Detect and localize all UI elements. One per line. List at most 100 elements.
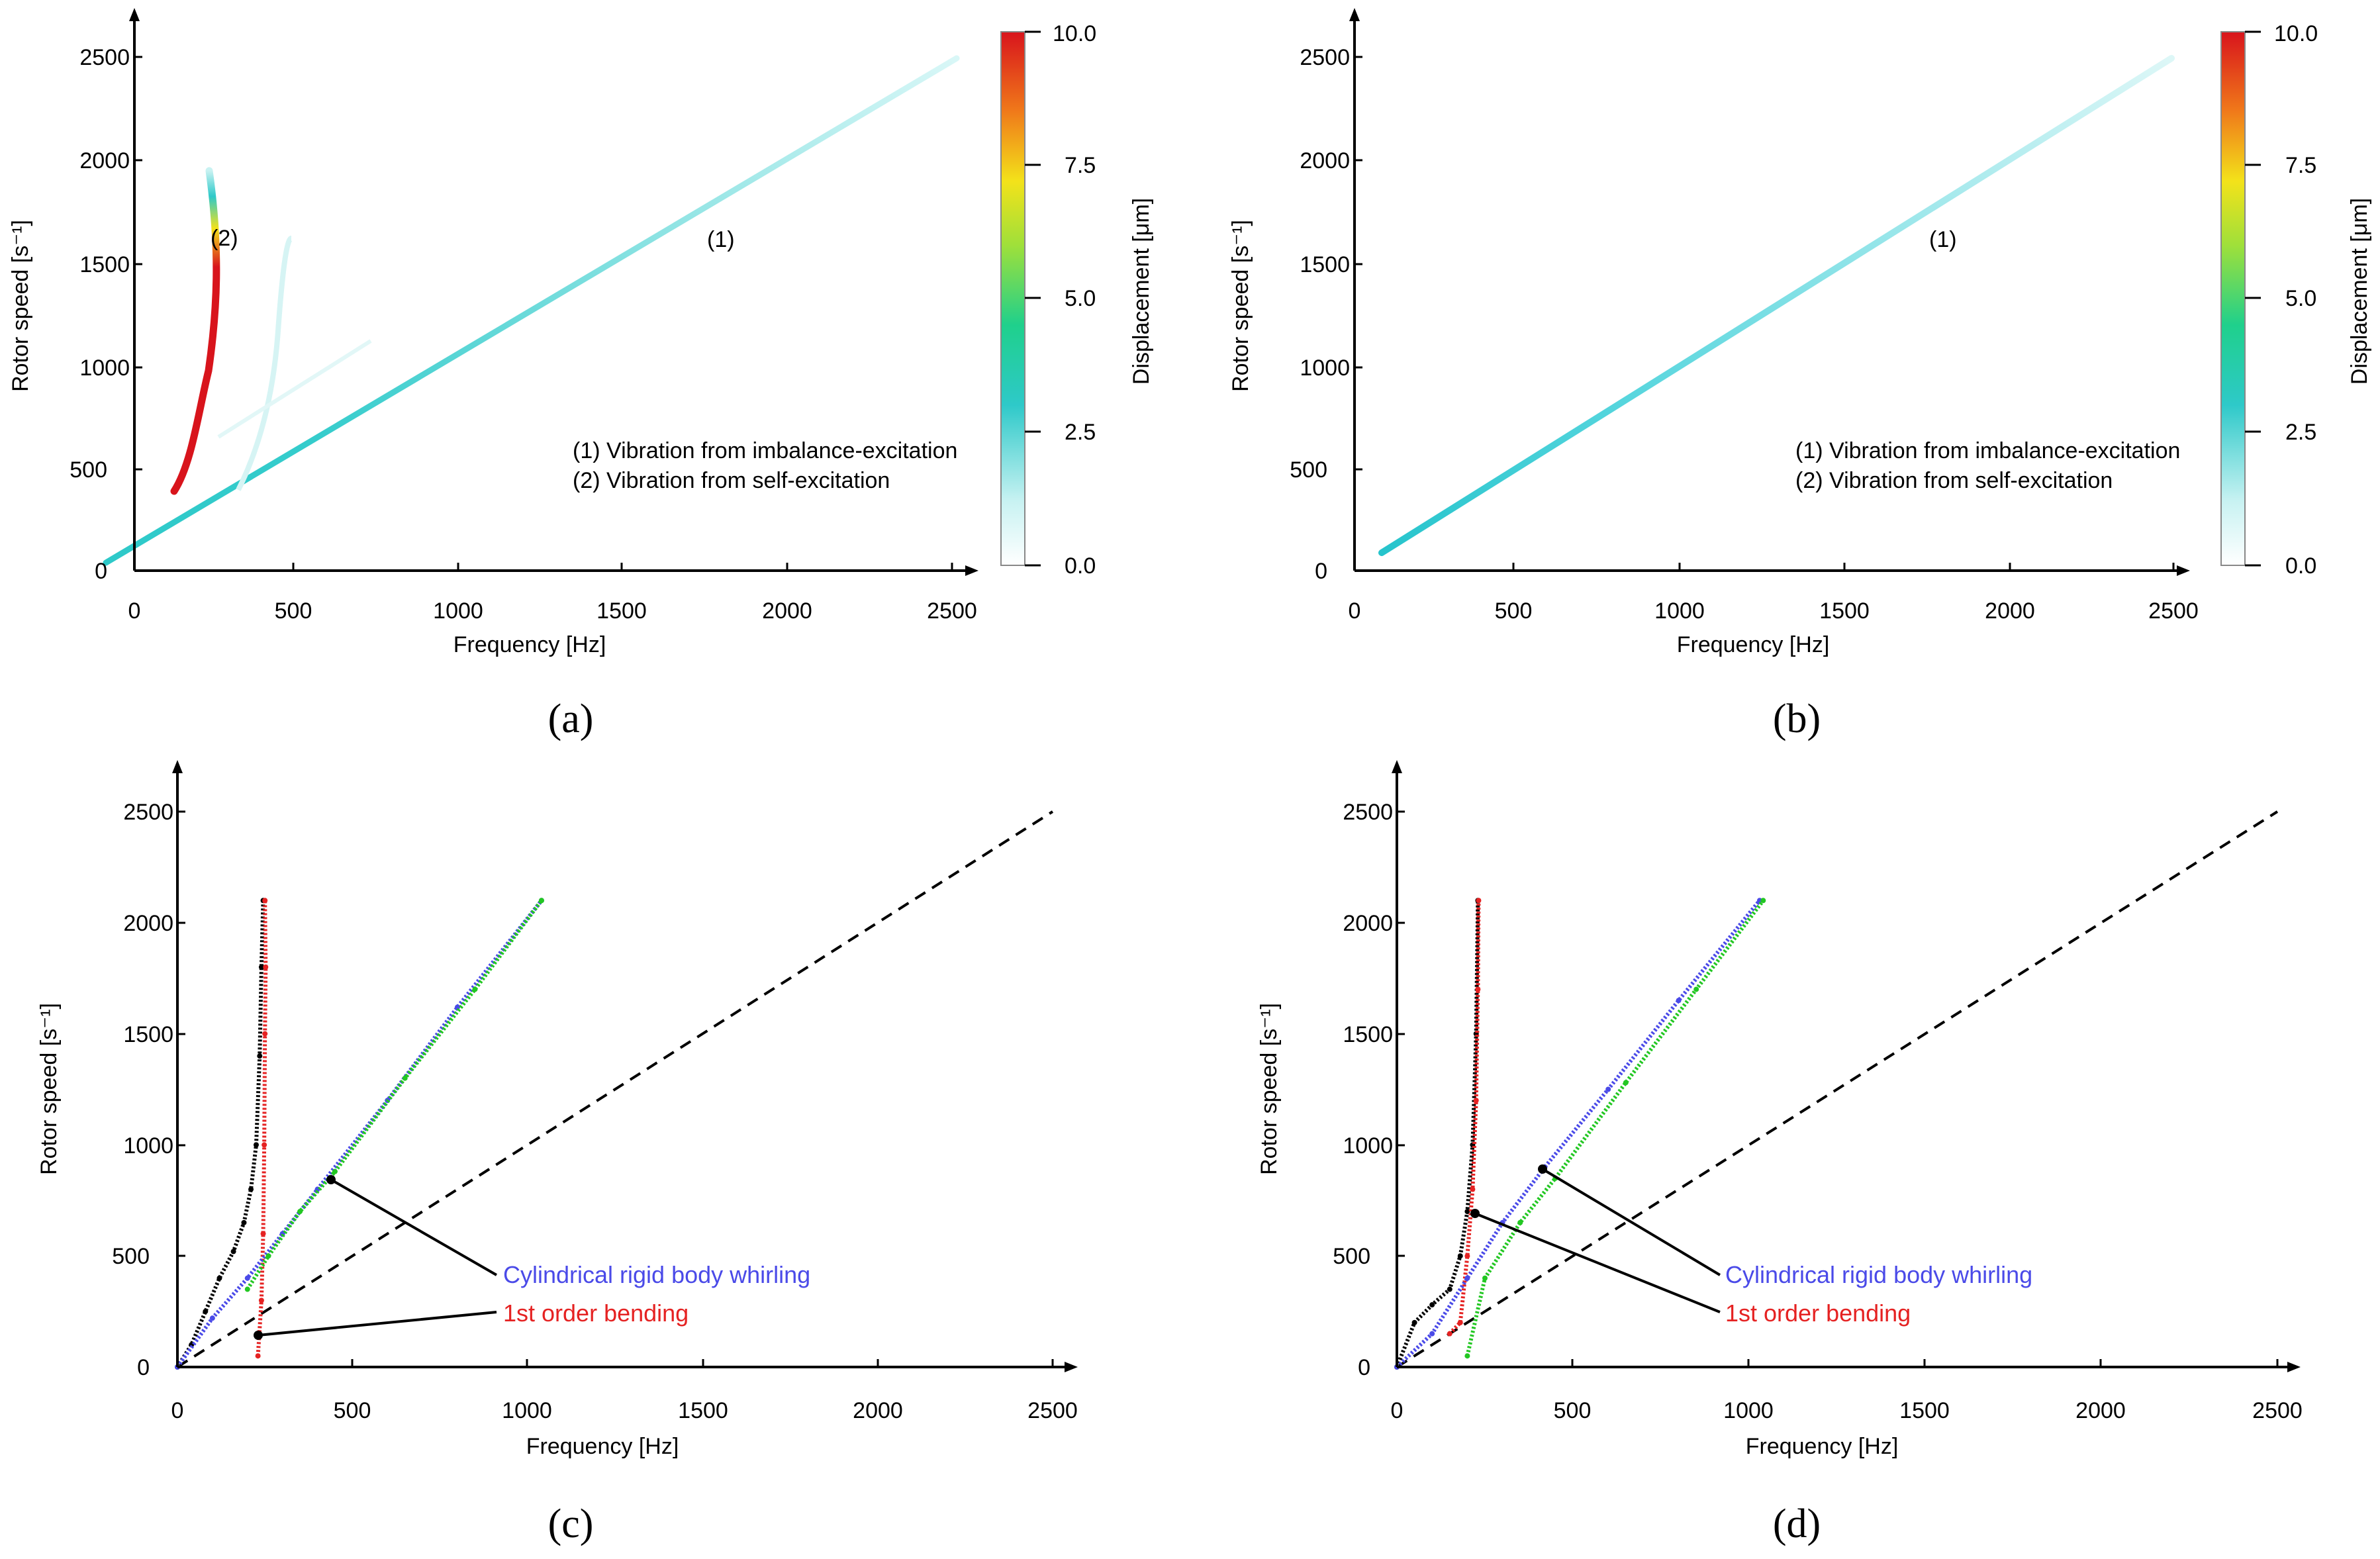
data-point-green: [1464, 1353, 1470, 1359]
y-tick-label: 2000: [123, 911, 173, 936]
data-point-blue: [1429, 1331, 1435, 1337]
imbalance-line-a: [103, 55, 960, 566]
colorbar-b: 0.0 2.5 5.0 7.5 10.0 Displacement [μm]: [2220, 21, 2372, 579]
reference-line-c: [176, 810, 1054, 1368]
y-axis-label: Rotor speed [s⁻¹]: [8, 220, 33, 392]
panel-c-axes: [172, 760, 1078, 1372]
callout-line-whirl-c: [330, 1178, 497, 1276]
label-whirl-d: Cylindrical rigid body whirling: [1725, 1261, 2032, 1288]
x-tick-label: 500: [334, 1398, 371, 1423]
series-line-black: [1395, 900, 1480, 1368]
y-tick-label: 1500: [79, 252, 130, 277]
panel-a-axes: [129, 8, 978, 576]
x-tick-label: 1000: [433, 598, 483, 624]
y-tick-label: 1500: [123, 1022, 173, 1047]
data-point-green: [402, 1075, 408, 1081]
annotation-1: (1): [707, 227, 735, 252]
colorbar-tick: 5.0: [2285, 286, 2316, 311]
data-point-green: [265, 1253, 271, 1259]
y-tick-label: 0: [1358, 1355, 1370, 1380]
callout-dot-bend-c: [254, 1331, 263, 1340]
y-tick-label: 1500: [1300, 252, 1350, 277]
x-tick-label: 500: [1495, 598, 1533, 624]
data-point-black: [248, 1186, 254, 1192]
data-point-green: [538, 898, 544, 904]
panel-b-axes: [1349, 8, 2190, 576]
panel-label-c: (c): [548, 1501, 594, 1546]
x-tick-label: 1000: [502, 1398, 552, 1423]
panel-a-xticks: 0 500 1000 1500 2000 2500: [128, 563, 977, 624]
y-tick-label: 500: [1333, 1244, 1370, 1269]
data-point-red: [262, 898, 268, 904]
y-tick-label: 1000: [123, 1133, 173, 1158]
x-tick-label: 2500: [1027, 1398, 1078, 1423]
colorbar-tick: 10.0: [1053, 21, 1096, 46]
x-tick-label: 500: [275, 598, 312, 624]
y-tick-label: 500: [70, 457, 107, 483]
x-tick-label: 1500: [678, 1398, 728, 1423]
y-tick-label: 1000: [79, 355, 130, 381]
series-line-blue: [175, 899, 544, 1368]
data-point-black: [1457, 1253, 1463, 1259]
y-tick-label: 1500: [1343, 1022, 1393, 1047]
chart-panel-c: 0 500 1000 1500 2000 2500 0 500 1000 150…: [36, 760, 1078, 1546]
data-point-green: [472, 986, 478, 992]
panel-c-xticks: 0 500 1000 1500 2000 2500: [171, 1359, 1078, 1423]
y-tick-label: 2500: [79, 45, 130, 70]
callout-line-bend-c: [258, 1311, 497, 1337]
colorbar-tick: 10.0: [2274, 21, 2318, 46]
data-point-red: [1476, 898, 1482, 904]
data-point-red: [260, 1231, 266, 1237]
annotation-1: (1): [1929, 227, 1957, 252]
x-tick-label: 2000: [2075, 1398, 2126, 1423]
x-axis-label: Frequency [Hz]: [526, 1434, 679, 1459]
chart-panel-a: 0 500 1000 1500 2000 2500 0 500 1000 150…: [8, 8, 1154, 741]
data-point-black: [1429, 1302, 1435, 1308]
callout-dot-bend-d: [1470, 1209, 1480, 1218]
colorbar-label: Displacement [μm]: [1129, 198, 1154, 385]
x-tick-label: 0: [1349, 598, 1361, 624]
label-bend-c: 1st order bending: [503, 1299, 689, 1327]
colorbar-label: Displacement [μm]: [2347, 198, 2372, 385]
imbalance-line-b: [1378, 55, 2175, 556]
data-point-red: [1473, 1098, 1479, 1104]
reference-line-d: [1396, 810, 2279, 1368]
y-tick-label: 500: [1290, 457, 1327, 483]
label-bend-d: 1st order bending: [1725, 1299, 1911, 1327]
legend-line-1: (1) Vibration from imbalance-excitation: [1795, 438, 2180, 463]
x-tick-label: 1000: [1654, 598, 1705, 624]
data-point-green: [1693, 986, 1699, 992]
colorbar-a: 0.0 2.5 5.0 7.5 10.0 Displacement [μm]: [1000, 21, 1154, 579]
callout-line-whirl-d: [1541, 1168, 1721, 1276]
x-tick-label: 2500: [2148, 598, 2199, 624]
x-tick-label: 2500: [2252, 1398, 2303, 1423]
y-axis-label: Rotor speed [s⁻¹]: [36, 1003, 62, 1175]
ghost-line-a: [217, 339, 372, 439]
self-excitation-line-a: [170, 167, 220, 495]
data-point-green: [244, 1286, 250, 1292]
data-point-red: [262, 1031, 268, 1037]
y-tick-label: 2000: [1343, 911, 1393, 936]
data-point-green: [1482, 1275, 1488, 1281]
self-excitation-ghost-a: [236, 236, 293, 491]
colorbar-tick: 7.5: [2285, 153, 2316, 178]
x-axis-label: Frequency [Hz]: [453, 632, 606, 657]
y-tick-label: 500: [112, 1244, 150, 1269]
panel-d-xticks: 0 500 1000 1500 2000 2500: [1391, 1359, 2303, 1423]
colorbar-tick: 2.5: [1065, 420, 1096, 445]
x-tick-label: 1500: [1899, 1398, 1950, 1423]
series-line-green: [1465, 899, 1765, 1356]
y-tick-label: 2000: [1300, 148, 1350, 173]
colorbar-tick: 5.0: [1065, 286, 1096, 311]
data-point-black: [216, 1275, 222, 1281]
colorbar-tick: 0.0: [2285, 553, 2316, 579]
data-point-green: [332, 1168, 338, 1174]
panel-d-series: [1394, 898, 1766, 1370]
panel-c-yticks: 0 500 1000 1500 2000 2500: [112, 800, 185, 1380]
panel-a-yticks: 0 500 1000 1500 2000 2500: [70, 45, 142, 584]
x-tick-label: 2000: [853, 1398, 903, 1423]
data-point-red: [1457, 1319, 1463, 1325]
data-point-black: [1447, 1286, 1452, 1292]
y-tick-label: 1000: [1343, 1133, 1393, 1158]
